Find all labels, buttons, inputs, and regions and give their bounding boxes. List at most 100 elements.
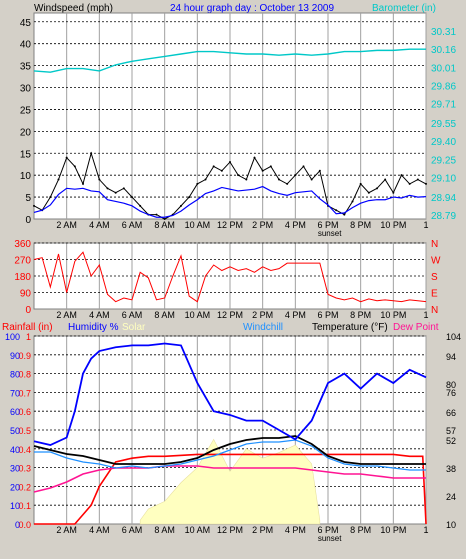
windspeed-point (286, 182, 289, 185)
windspeed-point (367, 191, 370, 194)
windspeed-point (335, 209, 338, 212)
windspeed-point (278, 178, 280, 181)
windspeed-point (294, 174, 297, 177)
legend-humidity: Humidity % (68, 322, 119, 333)
graph-title: 24 hour graph day : October 13 2009 (170, 3, 334, 14)
y-tick-label: 0.5 (18, 426, 31, 436)
x-tick-label: 6 PM (317, 310, 338, 320)
y-tick-label: 25 (20, 105, 32, 116)
humidity-tick-label: 0 (15, 520, 20, 530)
x-tick-label: 2 AM (56, 525, 77, 535)
y-tick-label: 15 (20, 149, 32, 160)
x-tick-label: 4 PM (285, 310, 306, 320)
windspeed-point (212, 165, 215, 168)
windspeed-point (65, 156, 68, 159)
windspeed-point (180, 204, 182, 207)
y-tick-label: 0.8 (18, 370, 31, 380)
x-tick-label: 10 AM (185, 220, 211, 230)
y-tick-label: 1 (26, 332, 31, 342)
x-tick-label: 10 PM (380, 310, 406, 320)
x-tick-label: 1 (423, 310, 428, 320)
windspeed-point (114, 191, 117, 194)
x-tick-label: 4 AM (89, 310, 110, 320)
humidity-tick-label: 80 (10, 370, 20, 380)
y-tick-label: 0 (25, 305, 31, 316)
windspeed-point (253, 156, 256, 159)
x-tick-label: 6 AM (122, 310, 143, 320)
y-tick-label: 5 (25, 193, 31, 204)
y-tick-label: 30 (20, 84, 32, 95)
temperature-line (33, 435, 426, 465)
y-right-tick-label: 29.40 (431, 137, 456, 148)
x-tick-label: 4 PM (285, 525, 306, 535)
temperature-tick-label: 94 (446, 352, 456, 362)
windspeed-point (49, 196, 52, 199)
windspeed-point (310, 178, 313, 181)
x-tick-label: 2 AM (56, 310, 77, 320)
solar-area (139, 438, 321, 525)
x-tick-label: 2 PM (252, 525, 273, 535)
y-tick-label: 0.2 (18, 482, 31, 492)
x-tick-label: 8 PM (350, 525, 371, 535)
x-tick-label: 1 (423, 220, 428, 230)
windspeed-point (318, 169, 321, 172)
x-tick-label: 10 PM (380, 220, 406, 230)
y-right-tick-label: S (431, 272, 438, 283)
windspeed-point (33, 204, 35, 207)
windspeed-point (188, 196, 191, 199)
x-tick-label: 6 AM (122, 525, 143, 535)
humidity-tick-label: 10 (10, 501, 20, 511)
windspeed-point (400, 174, 403, 177)
y-tick-label: 180 (14, 272, 31, 283)
y-tick-label: 0.1 (18, 501, 31, 511)
x-tick-label: 2 PM (252, 310, 273, 320)
x-tick-label: 8 AM (154, 525, 175, 535)
x-tick-label: 4 AM (89, 220, 110, 230)
windspeed-point (343, 213, 346, 216)
y-tick-label: 270 (14, 256, 31, 267)
barometer-line (33, 48, 426, 73)
windspeed-point (73, 165, 76, 168)
y-tick-label: 10 (20, 171, 32, 182)
windspeed-point (196, 182, 199, 185)
climate-panel: 0.0 0.1 0.2 0.3 0.4 0.5 0.6 0.7 0.8 0.9 1 2 AM 4 AM 6… (5, 332, 461, 543)
temperature-tick-label: 38 (446, 464, 456, 474)
windspeed-point (139, 204, 142, 207)
y-right-tick-label: N (431, 239, 438, 250)
legend-windchill: Windchill (243, 322, 283, 333)
humidity-tick-label: 20 (10, 482, 20, 492)
y-right-tick-label: 30.16 (431, 45, 456, 56)
y-tick-label: 90 (20, 289, 32, 300)
x-tick-label: 2 PM (252, 220, 273, 230)
windspeed-point (302, 165, 305, 168)
windspeed-point (98, 178, 101, 181)
y-right-tick-label: 29.71 (431, 100, 456, 111)
wind-direction-line (33, 251, 427, 303)
humidity-tick-label: 70 (10, 388, 20, 398)
windspeed-point (392, 191, 395, 194)
windspeed-point (384, 178, 387, 181)
x-tick-label: 6 PM (317, 220, 338, 230)
windspeed-point (122, 187, 125, 190)
windspeed-point (131, 196, 133, 199)
y-right-tick-label: 29.55 (431, 119, 456, 130)
y-tick-label: 20 (20, 127, 32, 138)
y-tick-label: 35 (20, 62, 32, 73)
windspeed-label: Windspeed (mph) (34, 3, 113, 14)
x-tick-label: 6 AM (122, 220, 143, 230)
y-right-tick-label: N (431, 305, 438, 316)
y-right-tick-label: 29.86 (431, 81, 456, 92)
humidity-tick-label: 30 (10, 464, 20, 474)
y-tick-label: 0.3 (18, 464, 31, 474)
x-tick-label: 8 AM (154, 310, 175, 320)
x-tick-label: 12 PM (217, 525, 243, 535)
x-tick-label: 10 AM (185, 310, 211, 320)
y-tick-label: 45 (20, 18, 32, 29)
y-tick-label: 40 (20, 40, 32, 51)
legend-temperature: Temperature (°F) (312, 322, 388, 333)
windspeed-point (416, 178, 419, 181)
x-tick-label: 10 PM (380, 525, 406, 535)
windspeed-point (82, 182, 84, 185)
legend-dewpoint: Dew Point (393, 322, 439, 333)
windchill-line (34, 439, 426, 471)
